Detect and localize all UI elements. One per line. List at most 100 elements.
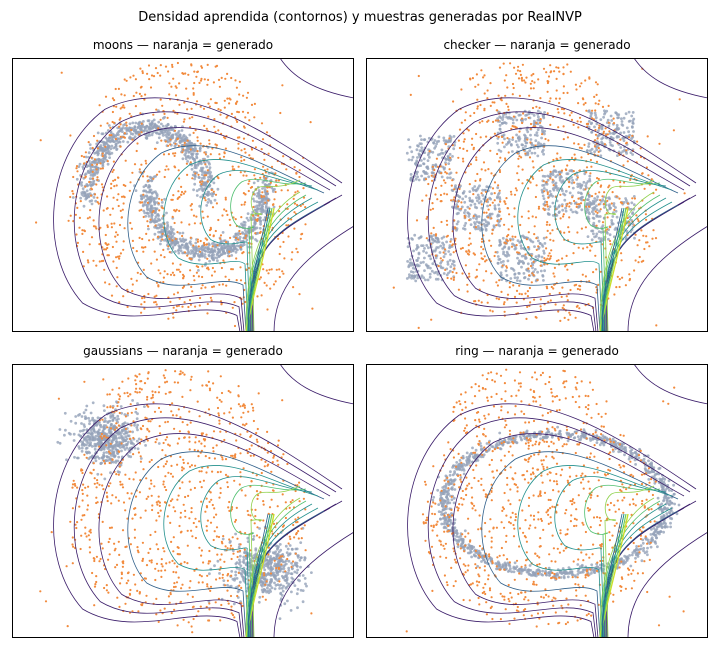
data-point (255, 200, 259, 204)
generated-point (118, 223, 122, 227)
data-point (147, 119, 151, 123)
generated-point (183, 118, 186, 121)
generated-point (598, 99, 601, 102)
generated-point (261, 191, 264, 194)
generated-point (95, 168, 98, 171)
generated-point (201, 265, 204, 268)
data-point (253, 226, 257, 230)
generated-point (161, 232, 164, 235)
generated-point (87, 261, 90, 264)
data-point (258, 226, 262, 230)
generated-point (177, 144, 180, 147)
data-point (501, 122, 504, 125)
plot-area (392, 58, 708, 332)
generated-point (125, 121, 128, 124)
data-point (77, 165, 81, 168)
generated-point (595, 224, 598, 227)
data-point (467, 212, 470, 215)
generated-point (609, 243, 612, 246)
generated-point (461, 246, 464, 250)
data-point (433, 139, 437, 142)
generated-point (177, 304, 180, 307)
data-point (197, 162, 200, 166)
data-point (95, 171, 99, 175)
data-point (253, 223, 257, 227)
data-point (471, 199, 474, 203)
generated-point (175, 268, 179, 271)
data-point (253, 208, 257, 212)
generated-point (82, 250, 85, 253)
data-point (622, 139, 626, 142)
data-point (409, 270, 413, 273)
generated-point (188, 257, 191, 260)
data-point (97, 428, 101, 432)
data-point (476, 227, 480, 231)
data-point (64, 428, 67, 432)
generated-point (522, 112, 525, 115)
generated-point (577, 197, 580, 200)
generated-point (494, 119, 497, 122)
data-point (533, 268, 537, 271)
density-contour (633, 58, 708, 99)
generated-point (117, 87, 120, 90)
data-point (177, 251, 181, 255)
generated-point (106, 243, 109, 246)
generated-point (575, 283, 578, 286)
data-point (99, 158, 102, 162)
generated-point (566, 164, 569, 167)
data-point (112, 134, 116, 137)
generated-point (143, 98, 146, 101)
generated-point (103, 268, 106, 271)
data-point (588, 149, 592, 153)
data-point (101, 146, 104, 150)
generated-point (637, 219, 640, 223)
generated-point (191, 290, 194, 293)
density-contour (230, 178, 307, 332)
generated-point (115, 105, 118, 108)
generated-point (283, 257, 286, 260)
generated-point (160, 198, 163, 201)
generated-point (262, 165, 265, 168)
data-point (609, 143, 613, 147)
generated-point (473, 111, 476, 115)
generated-point (573, 181, 576, 184)
data-point (239, 247, 243, 251)
generated-point (135, 91, 138, 94)
generated-point (478, 121, 481, 124)
data-point (152, 125, 156, 129)
generated-point (470, 143, 474, 146)
data-point (497, 214, 501, 218)
generated-point (213, 125, 216, 128)
generated-point (185, 162, 188, 165)
generated-point (167, 144, 170, 147)
generated-point (490, 244, 493, 247)
generated-point (524, 81, 527, 84)
data-point (96, 472, 100, 476)
generated-point (171, 65, 174, 68)
generated-point (499, 210, 502, 213)
generated-point (110, 134, 113, 137)
generated-point (605, 212, 608, 215)
data-point (186, 160, 190, 163)
generated-point (618, 197, 621, 200)
generated-point (80, 154, 83, 158)
data-point (444, 252, 447, 256)
generated-point (655, 324, 658, 327)
data-point (160, 201, 164, 204)
generated-point (243, 126, 246, 129)
data-point (499, 273, 503, 277)
generated-point (516, 251, 519, 254)
generated-point (170, 198, 173, 201)
generated-point (562, 66, 565, 69)
generated-point (146, 175, 149, 178)
generated-point (504, 94, 507, 97)
data-point (63, 433, 66, 437)
data-point (84, 450, 88, 454)
generated-point (534, 216, 538, 219)
generated-point (546, 191, 549, 194)
generated-point (217, 108, 220, 111)
data-point (503, 137, 506, 141)
generated-point (463, 138, 466, 141)
data-point (86, 192, 90, 196)
data-point (117, 436, 121, 440)
